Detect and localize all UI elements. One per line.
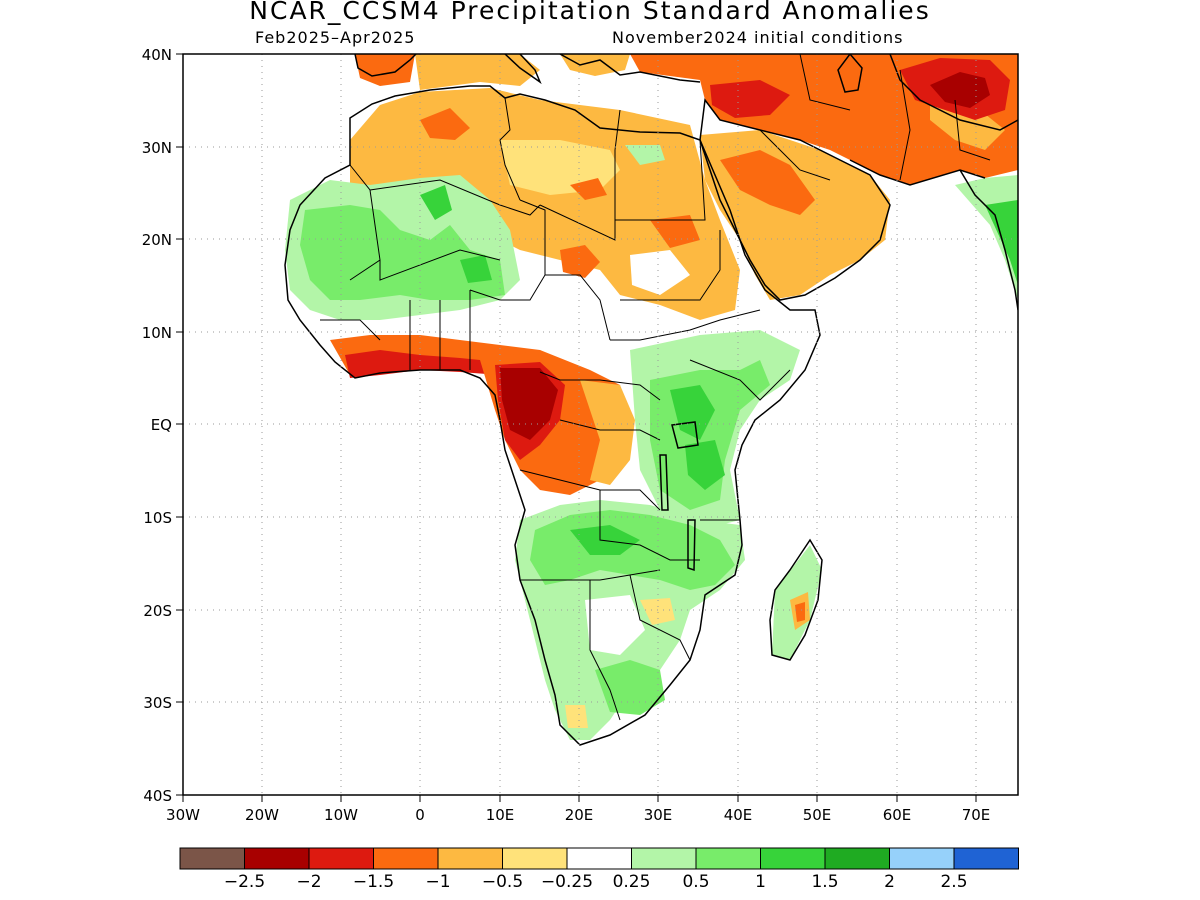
lat-label: 10S bbox=[143, 509, 172, 527]
lake-malawi bbox=[687, 519, 696, 572]
lon-label: 70E bbox=[962, 806, 991, 824]
anomaly-region-east-africa bbox=[670, 385, 715, 440]
anomaly-region-madagascar bbox=[795, 602, 805, 622]
anomaly-region-sahara bbox=[560, 245, 600, 278]
colorbar-swatch bbox=[631, 847, 697, 870]
lat-label: 40S bbox=[143, 787, 172, 805]
coastline-iran bbox=[889, 54, 1018, 131]
lat-label: 20N bbox=[142, 231, 172, 249]
colorbar-label: −0.25 bbox=[541, 872, 593, 892]
colorbar-swatch bbox=[953, 847, 1019, 870]
anomaly-region-southern-africa bbox=[570, 525, 640, 555]
colorbar-label: 1.5 bbox=[811, 872, 838, 892]
anomaly-region-west-africa bbox=[420, 185, 452, 220]
lon-labels: 30W 20W 10W 0 10E 20E 30E 40E 50E 60E 70… bbox=[166, 806, 990, 824]
lat-label: 30S bbox=[143, 694, 172, 712]
anomaly-region-guinea-coast bbox=[345, 350, 520, 378]
colorbar-swatch bbox=[373, 847, 439, 870]
anomaly-region-india bbox=[985, 200, 1018, 285]
anomaly-region-west-africa bbox=[300, 205, 505, 300]
anomaly-region-iran bbox=[930, 72, 990, 108]
forecast-period: Feb2025–Apr2025 bbox=[255, 28, 416, 47]
coastline-iberia bbox=[354, 54, 417, 77]
colorbar-label: −2 bbox=[296, 872, 321, 892]
colorbar-label: 1 bbox=[755, 872, 766, 892]
lon-label: 40E bbox=[724, 806, 753, 824]
anomaly-region-southern-africa bbox=[595, 660, 665, 715]
coastline-persian-gulf bbox=[849, 159, 986, 186]
lon-label: 60E bbox=[883, 806, 912, 824]
anomaly-region-sahara bbox=[570, 178, 607, 200]
lat-label: EQ bbox=[151, 416, 172, 434]
lon-label: 0 bbox=[415, 806, 425, 824]
lat-label: 10N bbox=[142, 324, 172, 342]
colorbar-label: 2.5 bbox=[940, 872, 967, 892]
anomaly-region-west-africa bbox=[460, 255, 492, 283]
anomaly-region-central-africa bbox=[500, 368, 558, 440]
colorbar-swatch bbox=[889, 847, 955, 870]
colorbar-swatch bbox=[179, 847, 245, 870]
colorbar-label: 0.5 bbox=[682, 872, 709, 892]
colorbar-swatch bbox=[244, 847, 310, 870]
lon-label: 10W bbox=[324, 806, 358, 824]
colorbar-label: −2.5 bbox=[224, 872, 265, 892]
colorbar-swatch bbox=[566, 847, 632, 870]
lon-label: 10E bbox=[486, 806, 515, 824]
anomaly-region-sahara bbox=[625, 145, 665, 165]
colorbar-swatch bbox=[695, 847, 761, 870]
colorbar-swatch bbox=[437, 847, 503, 870]
anomaly-region-mediterranean bbox=[560, 54, 630, 76]
coastline-italy bbox=[504, 54, 542, 85]
colorbar-label: −1.5 bbox=[353, 872, 394, 892]
anomaly-region-sahara bbox=[630, 250, 690, 295]
lat-labels: 40N 30N 20N 10N EQ 10S 20S 30S 40S bbox=[142, 46, 172, 805]
anomaly-region-east-africa bbox=[650, 360, 770, 510]
anomaly-region-central-africa bbox=[580, 380, 635, 485]
colorbar-swatch bbox=[502, 847, 568, 870]
anomaly-region-southern-africa bbox=[640, 598, 675, 625]
lon-label: 50E bbox=[803, 806, 832, 824]
anomaly-region-sahara bbox=[650, 215, 700, 248]
lat-axis bbox=[176, 53, 183, 796]
coastline-arabia bbox=[699, 98, 891, 301]
coastline-india bbox=[959, 169, 1018, 311]
anomaly-region-mediterranean bbox=[355, 54, 415, 86]
coastline-caspian bbox=[837, 54, 863, 93]
colorbar-label: 0.25 bbox=[613, 872, 651, 892]
chart-title: NCAR_CCSM4 Precipitation Standard Anomal… bbox=[249, 0, 931, 25]
coastline-madagascar bbox=[769, 538, 823, 661]
coastline-africa bbox=[284, 85, 821, 746]
anomaly-region-southern-africa bbox=[565, 705, 588, 728]
anomaly-region-turkey bbox=[710, 80, 790, 118]
lat-label: 40N bbox=[142, 46, 172, 64]
lon-label: 30E bbox=[644, 806, 673, 824]
lake-tanganyika bbox=[659, 454, 669, 511]
anomaly-region-sahara bbox=[420, 108, 470, 140]
coastlines bbox=[284, 54, 1018, 746]
coastline-mediterranean-north bbox=[559, 54, 701, 83]
lat-label: 30N bbox=[142, 139, 172, 157]
anomaly-region-arabia bbox=[720, 150, 815, 215]
colorbar-swatch bbox=[824, 847, 890, 870]
lon-axis bbox=[182, 795, 977, 802]
lon-label: 30W bbox=[166, 806, 200, 824]
colorbar-label: −1 bbox=[425, 872, 450, 892]
colorbar-swatch bbox=[308, 847, 374, 870]
colorbar-label: 2 bbox=[884, 872, 895, 892]
lon-label: 20W bbox=[245, 806, 279, 824]
anomaly-region-southern-africa bbox=[585, 595, 645, 655]
colorbar-label: −0.5 bbox=[482, 872, 523, 892]
initial-conditions: November2024 initial conditions bbox=[612, 28, 904, 47]
lon-label: 20E bbox=[565, 806, 594, 824]
borders bbox=[320, 54, 991, 721]
anomaly-region-east-africa bbox=[685, 440, 725, 490]
lat-label: 20S bbox=[143, 602, 172, 620]
anomaly-region-mediterranean bbox=[415, 54, 540, 90]
colorbar: −2.5 −2 −1.5 −1 −0.5 −0.25 0.25 0.5 1 1.5 2 2.5 bbox=[179, 847, 1019, 892]
anomaly-shading bbox=[285, 54, 1018, 740]
lake-victoria bbox=[671, 421, 699, 449]
colorbar-swatch bbox=[760, 847, 826, 870]
